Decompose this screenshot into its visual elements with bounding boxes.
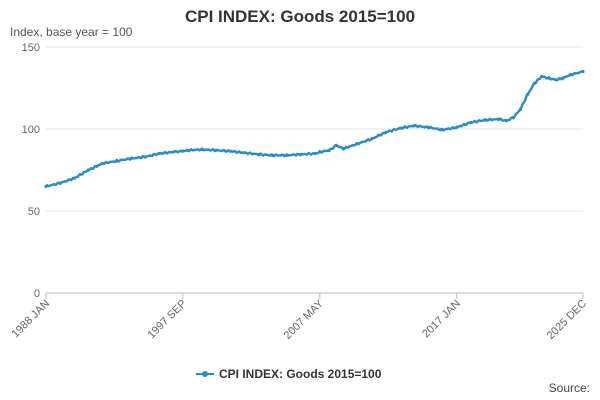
data-point <box>341 147 346 151</box>
data-point <box>561 76 565 80</box>
data-point <box>58 181 62 185</box>
data-point <box>256 152 261 157</box>
data-point <box>540 74 544 79</box>
data-point <box>157 152 161 156</box>
data-point <box>86 168 91 172</box>
data-point <box>581 70 585 74</box>
data-point <box>554 78 558 82</box>
data-point <box>398 126 402 130</box>
data-point <box>313 152 317 156</box>
legend[interactable]: CPI INDEX: Goods 2015=100 <box>196 367 382 381</box>
data-point <box>483 118 487 122</box>
data-point <box>299 152 303 157</box>
data-point <box>497 117 501 121</box>
x-tick-label: 1988 JAN <box>9 298 52 341</box>
data-point <box>285 153 289 157</box>
data-point <box>214 148 218 152</box>
data-point <box>412 124 416 128</box>
data-point <box>518 107 523 111</box>
data-point <box>327 148 331 152</box>
data-point <box>355 142 360 146</box>
data-point <box>271 153 275 157</box>
data-point <box>72 176 76 180</box>
data-point <box>200 147 204 152</box>
data-point <box>547 76 551 80</box>
data-point <box>115 159 119 163</box>
data-point <box>171 150 176 154</box>
data-point <box>181 149 185 153</box>
data-point <box>511 115 515 120</box>
x-axis-ticks: 1988 JAN 1997 SEP 2007 MAY 2017 JAN 2025 DEC <box>9 293 589 342</box>
gridlines <box>46 46 583 212</box>
data-point <box>504 119 508 123</box>
series-group <box>44 70 585 188</box>
data-point <box>129 156 133 161</box>
data-point <box>469 120 473 125</box>
data-point <box>228 149 232 153</box>
y-tick-label: 0 <box>34 288 40 300</box>
y-tick-label: 150 <box>22 42 40 54</box>
data-point <box>242 151 246 155</box>
data-point <box>455 125 459 129</box>
data-point <box>101 161 105 166</box>
legend-label: CPI INDEX: Goods 2015=100 <box>219 367 382 381</box>
data-point <box>318 150 322 154</box>
data-point <box>143 155 147 159</box>
data-point <box>568 73 572 77</box>
data-point <box>440 128 445 132</box>
legend-swatch-dot <box>202 371 208 377</box>
data-point <box>186 148 190 152</box>
data-point <box>533 81 537 85</box>
y-axis-ticks: 0 50 100 150 <box>22 42 40 300</box>
x-tick-label: 2017 JAN <box>420 298 463 341</box>
y-tick-label: 100 <box>22 124 40 136</box>
y-tick-label: 50 <box>28 206 40 218</box>
chart-title: CPI INDEX: Goods 2015=100 <box>184 7 416 26</box>
data-point <box>525 92 530 97</box>
data-point <box>426 125 430 129</box>
x-tick-label: 2007 MAY <box>282 297 327 342</box>
data-point <box>384 130 388 134</box>
source-label: Source: <box>548 381 590 395</box>
data-point <box>334 143 338 147</box>
x-tick-label: 2025 DEC <box>545 298 589 342</box>
data-point <box>44 184 48 188</box>
data-point <box>370 137 374 141</box>
x-tick-label: 1997 SEP <box>146 298 190 342</box>
y-axis-label: Index, base year = 100 <box>10 25 133 39</box>
